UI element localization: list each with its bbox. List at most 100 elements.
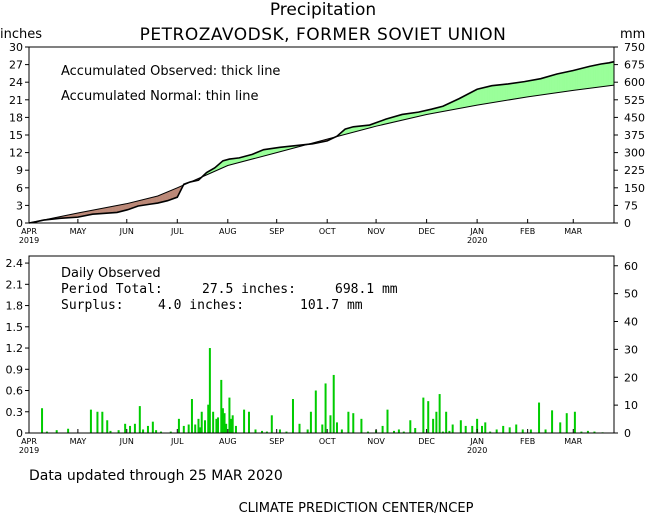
surplus-fill-segment bbox=[607, 62, 610, 87]
surplus-fill-segment bbox=[467, 93, 470, 108]
daily-x-axis: APR MAY JUN JUL AUG SEP OCT NOV DEC JAN FEB MAR 2019… bbox=[19, 429, 583, 455]
period-total-mm: 698.1 mm bbox=[335, 282, 398, 297]
surplus-fill-segment bbox=[566, 71, 569, 92]
daily-bar bbox=[451, 424, 454, 433]
y-tick-label: 6 bbox=[16, 182, 23, 195]
x-tick-label: MAR bbox=[564, 227, 582, 236]
surplus-fill-segment bbox=[529, 80, 532, 97]
daily-bar bbox=[151, 421, 154, 433]
daily-bar bbox=[529, 429, 532, 433]
surplus-fill-segment bbox=[512, 82, 515, 100]
y-tick-label: 10 bbox=[624, 399, 638, 412]
daily-bar bbox=[67, 428, 70, 433]
deficit-fill-segment bbox=[160, 193, 163, 203]
surplus-fill-segment bbox=[509, 83, 512, 101]
surplus-fill-segment bbox=[473, 89, 476, 106]
surplus-fill-segment bbox=[540, 77, 543, 96]
y-tick-label: 40 bbox=[624, 316, 638, 329]
x-year-label: 2020 bbox=[467, 446, 487, 455]
daily-bar bbox=[464, 425, 467, 433]
x-tick-label: JUL bbox=[170, 227, 184, 236]
surplus-fill-segment bbox=[537, 78, 540, 96]
deficit-fill-segment bbox=[155, 195, 158, 204]
surplus-fill-segment bbox=[569, 70, 572, 92]
surplus-fill-segment bbox=[496, 84, 499, 103]
x-tick-label: JUN bbox=[119, 227, 134, 236]
surplus-label: Surplus: bbox=[61, 298, 124, 313]
daily-bar bbox=[221, 408, 224, 433]
y-tick-label: 21 bbox=[9, 94, 23, 107]
surplus-fill-segment bbox=[511, 83, 514, 100]
daily-bar bbox=[265, 431, 268, 433]
daily-bar bbox=[96, 411, 99, 433]
daily-bar bbox=[270, 415, 273, 433]
surplus-fill-segment bbox=[545, 76, 548, 95]
x-year-label: 2019 bbox=[19, 446, 39, 455]
surplus-fill-segment bbox=[546, 76, 550, 95]
daily-bar bbox=[402, 431, 405, 433]
surplus-fill-segment bbox=[517, 82, 520, 99]
daily-panel: 00.30.60.91.21.51.82.12.4 0102030405060 … bbox=[6, 255, 638, 455]
y-tick-label: 24 bbox=[9, 76, 23, 89]
y-tick-label: 15 bbox=[9, 129, 23, 142]
y-tick-label: 0 bbox=[16, 217, 23, 230]
daily-bar bbox=[459, 420, 462, 433]
daily-bar bbox=[234, 425, 237, 433]
y-tick-label: 1.8 bbox=[6, 300, 24, 313]
surplus-fill-segment bbox=[599, 63, 602, 88]
daily-bar bbox=[559, 422, 562, 433]
y-tick-label: 525 bbox=[624, 94, 645, 107]
surplus-fill-segment bbox=[465, 94, 468, 108]
surplus-fill-segment bbox=[480, 87, 483, 105]
surplus-fill-segment bbox=[590, 65, 594, 89]
surplus-fill-segment bbox=[564, 71, 567, 92]
daily-bar bbox=[481, 425, 484, 433]
deficit-fill-segment bbox=[113, 205, 116, 213]
data-updated-note: Data updated through 25 MAR 2020 bbox=[29, 468, 283, 484]
daily-bar bbox=[586, 430, 589, 433]
left-unit-label: inches bbox=[0, 27, 42, 42]
daily-bar bbox=[254, 429, 257, 433]
deficit-fill-segment bbox=[159, 194, 162, 203]
deficit-fill-segment bbox=[111, 205, 114, 214]
accumulated-observed-line bbox=[28, 60, 615, 224]
daily-bar bbox=[231, 415, 234, 433]
deficit-fill-segment bbox=[115, 205, 118, 213]
daily-bar bbox=[484, 422, 487, 433]
x-tick-label: JAN bbox=[469, 227, 484, 236]
y-tick-label: 300 bbox=[624, 147, 645, 160]
daily-bar bbox=[41, 408, 44, 433]
surplus-fill-segment bbox=[571, 70, 574, 91]
daily-bar bbox=[502, 425, 505, 433]
y-tick-label: 50 bbox=[624, 288, 638, 301]
daily-bar bbox=[515, 424, 518, 433]
daily-bar bbox=[309, 411, 312, 433]
surplus-fill-segment bbox=[462, 95, 465, 109]
surplus-fill-segment bbox=[587, 66, 590, 89]
daily-bar bbox=[414, 428, 417, 433]
surplus-fill-segment bbox=[476, 88, 479, 106]
y-tick-label: 600 bbox=[624, 76, 645, 89]
surplus-fill-segment bbox=[525, 80, 528, 98]
surplus-fill-segment bbox=[555, 73, 558, 94]
y-tick-label: 12 bbox=[9, 147, 23, 160]
deficit-fill-segment bbox=[107, 206, 110, 214]
daily-bar bbox=[177, 418, 180, 433]
daily-bar bbox=[159, 431, 162, 433]
y-tick-label: 225 bbox=[624, 164, 645, 177]
x-tick-label: SEP bbox=[269, 437, 284, 446]
surplus-fill-segment bbox=[506, 83, 509, 101]
accumulated-normal-line bbox=[28, 84, 615, 224]
legend-observed: Accumulated Observed: thick line bbox=[61, 64, 280, 79]
daily-bar bbox=[329, 415, 332, 433]
daily-bar bbox=[409, 420, 412, 433]
surplus-fill-segment bbox=[483, 87, 486, 105]
period-total-label: Period Total: bbox=[61, 282, 163, 297]
daily-bar bbox=[207, 404, 210, 433]
surplus-fill-segment bbox=[481, 87, 484, 105]
deficit-fill-segment bbox=[168, 190, 171, 201]
daily-bar bbox=[203, 420, 206, 433]
deficit-fill-segment bbox=[167, 190, 170, 201]
chart-title: Precipitation bbox=[270, 0, 376, 20]
x-tick-label: FEB bbox=[520, 437, 535, 446]
